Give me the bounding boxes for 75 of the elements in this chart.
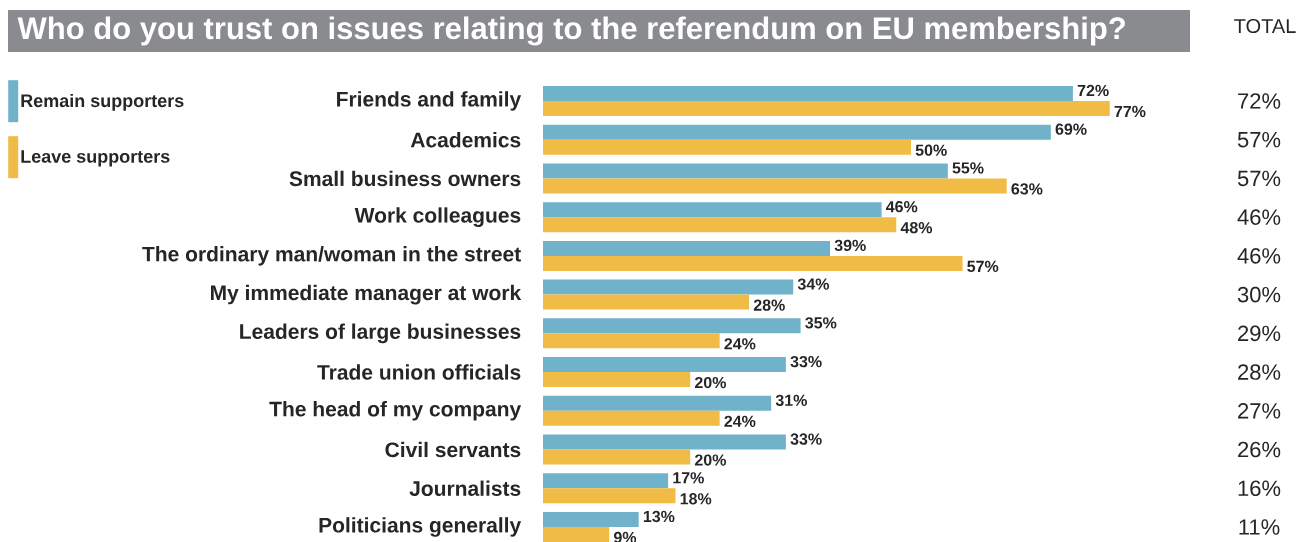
data-label: 50% — [915, 144, 947, 156]
legend-label: Remain supporters — [21, 93, 184, 111]
data-label: 69% — [1055, 123, 1087, 135]
bar — [543, 333, 720, 349]
bar — [543, 372, 691, 388]
bar — [543, 163, 948, 179]
y-tick-label: Trade union officials — [317, 364, 521, 380]
bar — [543, 527, 610, 542]
bar — [543, 473, 669, 489]
legend-label: Leave supporters — [21, 150, 170, 167]
bar — [543, 488, 676, 504]
bar — [543, 279, 794, 295]
text: 28% — [1238, 364, 1281, 380]
data-label: 28% — [753, 299, 785, 311]
data-label: 77% — [1114, 105, 1146, 118]
y-tick-label: Civil servants — [385, 441, 521, 458]
y-tick-label: The ordinary man/woman in the street — [142, 246, 521, 266]
data-label: 46% — [886, 201, 918, 213]
data-label: 57% — [967, 260, 999, 273]
y-tick-label: Academics — [410, 131, 521, 148]
y-tick-label: Friends and family — [337, 91, 522, 111]
text: 30% — [1237, 286, 1281, 303]
bar — [543, 255, 963, 271]
text: 27% — [1238, 403, 1281, 419]
text: 72% — [1238, 93, 1281, 109]
bar — [543, 202, 882, 218]
chart-title: Who do you trust on issues relating to the referendum on EU membership? — [17, 16, 1125, 46]
bar — [543, 85, 1073, 101]
y-tick-label: Politicians generally — [319, 517, 522, 537]
bar — [543, 217, 897, 233]
data-label: 24% — [724, 415, 756, 427]
data-label: 17% — [673, 472, 704, 484]
data-label: 48% — [900, 222, 933, 234]
data-label: 35% — [805, 317, 837, 329]
bar — [543, 434, 786, 450]
bar — [543, 100, 1110, 116]
y-tick-label: Work colleagues — [354, 207, 521, 227]
bar — [543, 240, 831, 256]
text: 29% — [1238, 325, 1281, 342]
data-label: 18% — [680, 493, 712, 505]
data-label: 39% — [834, 239, 866, 252]
text: 46% — [1237, 209, 1281, 225]
bar — [543, 178, 1007, 194]
y-tick-label: Small business owners — [289, 170, 521, 187]
bar — [543, 294, 750, 310]
text: 46% — [1237, 248, 1281, 264]
text: 11% — [1239, 519, 1280, 535]
bar — [543, 318, 801, 334]
data-label: 33% — [790, 433, 822, 445]
data-label: 31% — [775, 394, 807, 406]
data-label: 20% — [694, 454, 726, 466]
bar — [543, 410, 720, 426]
text: 16% — [1238, 480, 1281, 497]
data-label: 34% — [797, 278, 830, 290]
text: 57% — [1237, 131, 1281, 148]
y-tick-label: Journalists — [409, 480, 521, 496]
data-label: 13% — [643, 510, 675, 523]
bar — [543, 449, 691, 465]
text: 26% — [1238, 441, 1281, 458]
data-label: 72% — [1077, 84, 1109, 97]
data-label: 63% — [1011, 183, 1043, 195]
text: 57% — [1237, 170, 1281, 187]
bar — [543, 357, 786, 373]
data-label: 20% — [694, 376, 726, 389]
data-label: 33% — [790, 355, 822, 368]
y-tick-label: My immediate manager at work — [211, 284, 522, 305]
bar — [543, 512, 639, 527]
bar — [543, 124, 1051, 140]
text: TOTAL — [1234, 18, 1296, 34]
data-label: 24% — [724, 338, 756, 350]
y-tick-label: The head of my company — [269, 401, 522, 421]
bar — [543, 395, 772, 411]
data-label: 55% — [952, 162, 984, 174]
bar — [543, 139, 911, 155]
y-tick-label: Leaders of large businesses — [240, 323, 521, 344]
